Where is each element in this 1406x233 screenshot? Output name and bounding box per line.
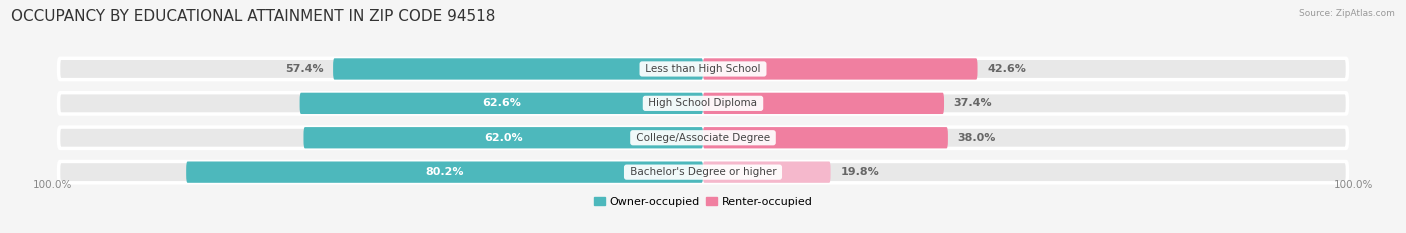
Text: Bachelor's Degree or higher: Bachelor's Degree or higher (627, 167, 779, 177)
Text: 38.0%: 38.0% (957, 133, 995, 143)
FancyBboxPatch shape (59, 58, 1347, 80)
Text: 62.6%: 62.6% (482, 98, 520, 108)
FancyBboxPatch shape (333, 58, 703, 80)
FancyBboxPatch shape (186, 161, 703, 183)
FancyBboxPatch shape (703, 161, 831, 183)
FancyBboxPatch shape (59, 93, 1347, 114)
Text: 80.2%: 80.2% (426, 167, 464, 177)
Legend: Owner-occupied, Renter-occupied: Owner-occupied, Renter-occupied (589, 193, 817, 212)
FancyBboxPatch shape (703, 127, 948, 148)
FancyBboxPatch shape (299, 93, 703, 114)
Text: 100.0%: 100.0% (1334, 180, 1374, 190)
FancyBboxPatch shape (59, 127, 1347, 148)
Text: 19.8%: 19.8% (841, 167, 879, 177)
Text: High School Diploma: High School Diploma (645, 98, 761, 108)
FancyBboxPatch shape (59, 161, 1347, 183)
Text: Less than High School: Less than High School (643, 64, 763, 74)
FancyBboxPatch shape (304, 127, 703, 148)
Text: College/Associate Degree: College/Associate Degree (633, 133, 773, 143)
Text: 42.6%: 42.6% (987, 64, 1026, 74)
Text: 100.0%: 100.0% (32, 180, 72, 190)
FancyBboxPatch shape (703, 93, 943, 114)
Text: 57.4%: 57.4% (285, 64, 323, 74)
Text: Source: ZipAtlas.com: Source: ZipAtlas.com (1299, 9, 1395, 18)
Text: OCCUPANCY BY EDUCATIONAL ATTAINMENT IN ZIP CODE 94518: OCCUPANCY BY EDUCATIONAL ATTAINMENT IN Z… (11, 9, 496, 24)
FancyBboxPatch shape (703, 58, 977, 80)
Text: 62.0%: 62.0% (484, 133, 523, 143)
Text: 37.4%: 37.4% (953, 98, 993, 108)
